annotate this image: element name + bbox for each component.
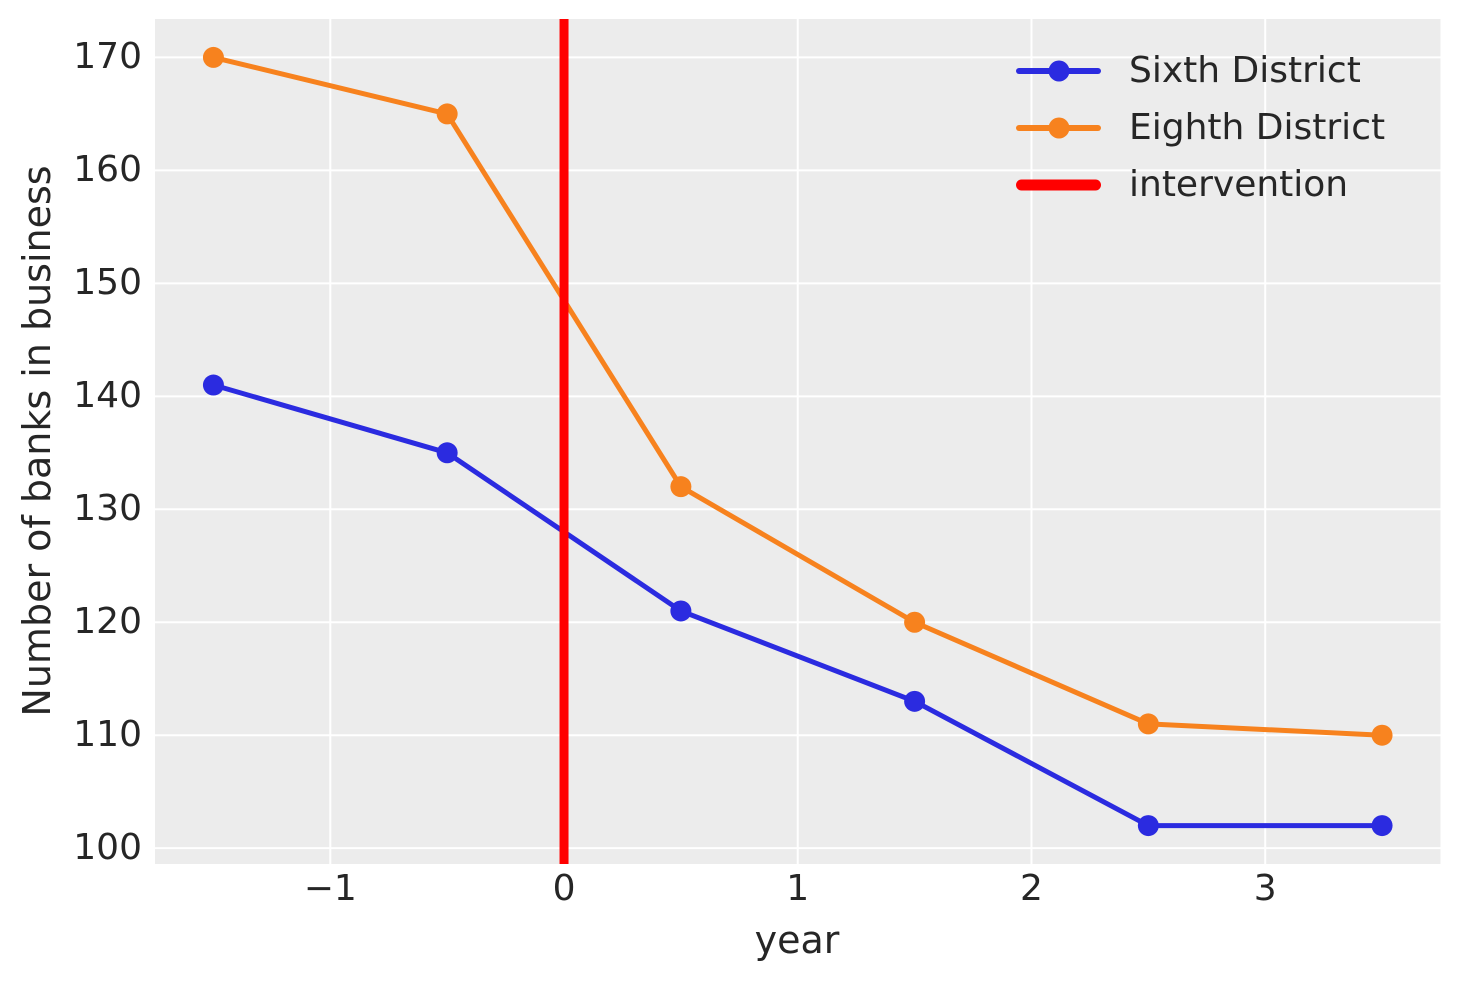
y-tick-label: 160	[73, 149, 142, 191]
series-marker-1	[1137, 713, 1159, 735]
x-tick-label: 0	[552, 868, 576, 909]
series-marker-1	[1371, 724, 1393, 746]
series-marker-0	[904, 690, 926, 712]
legend: Sixth District Eighth District intervent…	[1016, 42, 1385, 213]
line-sample-icon	[1016, 179, 1101, 190]
y-tick-label: 110	[73, 714, 142, 756]
legend-label-intervention: intervention	[1129, 163, 1349, 205]
legend-item-eighth-district: Eighth District	[1016, 99, 1385, 156]
y-tick-label: 100	[73, 827, 142, 869]
series-marker-0	[1371, 815, 1393, 837]
y-tick-label: 150	[73, 262, 142, 304]
series-marker-1	[904, 611, 926, 633]
x-axis-label: year	[754, 918, 840, 962]
x-tick-label: −1	[303, 868, 357, 909]
x-tick-label: 1	[786, 868, 810, 909]
legend-swatch-intervention	[1016, 173, 1101, 197]
legend-item-sixth-district: Sixth District	[1016, 42, 1385, 99]
marker-dot-icon	[1048, 117, 1069, 138]
x-tick-label: 2	[1020, 868, 1043, 909]
marker-dot-icon	[1048, 60, 1069, 81]
legend-label-eighth-district: Eighth District	[1129, 106, 1386, 148]
series-marker-1	[436, 103, 458, 125]
series-marker-0	[436, 442, 458, 464]
series-marker-0	[670, 600, 692, 622]
x-tick-label: 3	[1253, 868, 1277, 909]
y-tick-label: 140	[73, 375, 142, 417]
y-tick-label: 130	[73, 488, 142, 530]
legend-label-sixth-district: Sixth District	[1129, 49, 1361, 91]
series-marker-0	[202, 374, 224, 396]
series-marker-1	[202, 46, 224, 68]
y-tick-label: 170	[73, 36, 142, 78]
series-line-1	[210, 54, 1385, 738]
legend-item-intervention: intervention	[1016, 156, 1385, 213]
series-line-0	[210, 382, 1385, 829]
series-marker-1	[670, 476, 692, 498]
legend-swatch-eighth-district	[1016, 116, 1101, 140]
legend-swatch-sixth-district	[1016, 59, 1101, 83]
series-marker-0	[1137, 815, 1159, 837]
y-tick-label: 120	[73, 601, 142, 643]
